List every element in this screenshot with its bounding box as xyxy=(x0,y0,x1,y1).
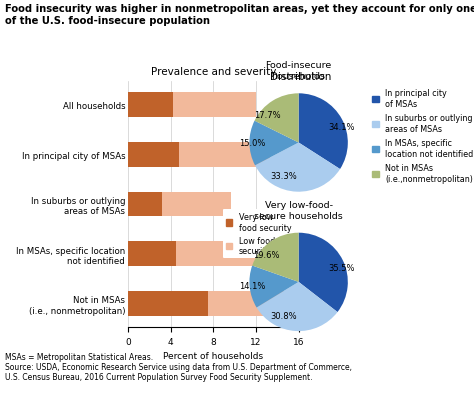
Text: 33.3%: 33.3% xyxy=(270,172,297,181)
Legend: Very low
food security, Low food
security: Very low food security, Low food securit… xyxy=(223,209,295,258)
Wedge shape xyxy=(249,121,299,166)
Text: 35.5%: 35.5% xyxy=(328,263,355,272)
Wedge shape xyxy=(255,94,299,143)
Bar xyxy=(128,291,208,316)
Bar xyxy=(128,242,176,267)
Bar xyxy=(179,142,270,167)
Wedge shape xyxy=(249,266,299,308)
Wedge shape xyxy=(252,233,299,282)
Text: MSAs = Metropolitan Statistical Areas.
Source: USDA, Economic Research Service u: MSAs = Metropolitan Statistical Areas. S… xyxy=(5,352,352,382)
Bar xyxy=(162,192,231,217)
Bar xyxy=(128,142,179,167)
Title: Prevalence and severity: Prevalence and severity xyxy=(151,67,276,77)
Bar xyxy=(173,93,256,118)
Text: Distribution: Distribution xyxy=(270,72,332,81)
Text: 19.6%: 19.6% xyxy=(253,250,279,259)
Wedge shape xyxy=(255,143,340,192)
Text: Food insecurity was higher in nonmetropolitan areas, yet they account for only o: Food insecurity was higher in nonmetropo… xyxy=(5,4,474,27)
Text: 15.0%: 15.0% xyxy=(239,139,265,148)
Bar xyxy=(176,242,261,267)
Bar xyxy=(128,93,173,118)
Text: 17.7%: 17.7% xyxy=(255,110,281,119)
Wedge shape xyxy=(256,282,337,331)
Text: 30.8%: 30.8% xyxy=(270,311,297,320)
Title: Food-insecure
households: Food-insecure households xyxy=(265,61,332,81)
X-axis label: Percent of households: Percent of households xyxy=(163,351,264,360)
Legend: In principal city
of MSAs, In suburbs or outlying
areas of MSAs, In MSAs, specif: In principal city of MSAs, In suburbs or… xyxy=(369,86,474,187)
Text: 34.1%: 34.1% xyxy=(328,123,355,132)
Text: 14.1%: 14.1% xyxy=(239,281,265,290)
Title: Very low-food-
secure households: Very low-food- secure households xyxy=(254,200,343,220)
Wedge shape xyxy=(299,233,348,312)
Wedge shape xyxy=(299,94,348,170)
Bar xyxy=(208,291,288,316)
Bar xyxy=(128,192,162,217)
